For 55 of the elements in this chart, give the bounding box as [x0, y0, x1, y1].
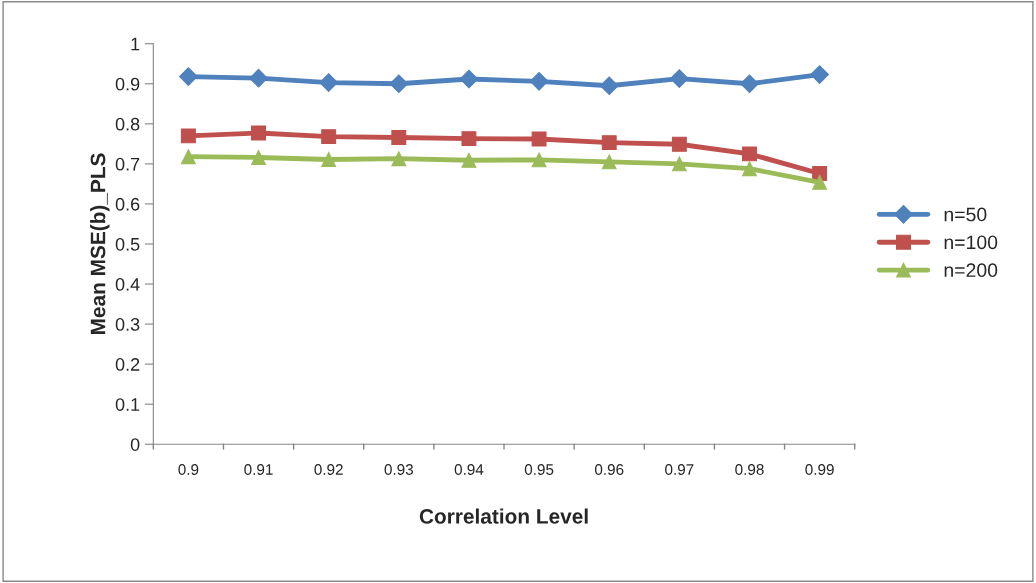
point: [740, 74, 759, 94]
point: [742, 161, 757, 177]
point: [531, 152, 547, 168]
point: [391, 129, 407, 145]
x-tick-label: 0.9: [178, 464, 199, 475]
point: [391, 151, 407, 167]
y-tick-label: 0.6: [115, 197, 140, 211]
point: [812, 174, 828, 190]
point: [459, 69, 479, 89]
point: [529, 72, 549, 91]
point: [461, 152, 477, 168]
x-tick-label: 0.94: [454, 464, 484, 475]
y-tick-label: 0.7: [115, 157, 140, 171]
point: [251, 125, 266, 141]
y-tick-label: 0.4: [115, 277, 140, 291]
point: [599, 76, 619, 96]
y-tick-label: 0.9: [115, 77, 140, 91]
point: [321, 129, 337, 145]
point: [671, 136, 687, 152]
y-tick-label: 0.2: [115, 358, 140, 371]
y-tick-label: 0: [130, 438, 140, 451]
x-tick-label: 0.91: [244, 464, 273, 475]
point: [531, 131, 547, 147]
point: [251, 150, 266, 165]
point: [319, 73, 339, 92]
point: [249, 68, 268, 88]
point: [461, 131, 477, 147]
legend-label: n=100: [944, 235, 998, 250]
point: [321, 152, 337, 167]
point: [670, 69, 689, 88]
x-tick-label: 0.92: [314, 464, 343, 475]
point: [810, 65, 829, 84]
x-axis-title: Correlation Level: [419, 508, 588, 524]
x-tick-label: 0.96: [594, 464, 624, 475]
point: [601, 135, 617, 151]
y-tick-label: 0.5: [115, 237, 140, 251]
x-tick-label: 0.97: [665, 464, 694, 475]
point: [601, 154, 617, 170]
y-tick-label: 0.3: [115, 318, 140, 331]
x-tick-label: 0.93: [384, 464, 414, 475]
point: [742, 146, 757, 162]
y-tick-label: 0.8: [115, 117, 140, 131]
legend-label: n=200: [944, 263, 998, 278]
y-tick-label: 1: [131, 37, 140, 51]
point: [180, 149, 196, 165]
x-tick-label: 0.95: [524, 464, 554, 475]
y-axis-title: Mean MSE(b)_PLS: [90, 153, 110, 335]
x-tick-label: 0.99: [805, 464, 834, 475]
point: [179, 67, 198, 86]
point: [671, 156, 687, 172]
point: [180, 128, 196, 144]
point: [389, 74, 409, 94]
legend-label: n=50: [944, 207, 987, 222]
x-tick-label: 0.98: [735, 464, 764, 475]
y-tick-label: 0.1: [115, 398, 140, 411]
